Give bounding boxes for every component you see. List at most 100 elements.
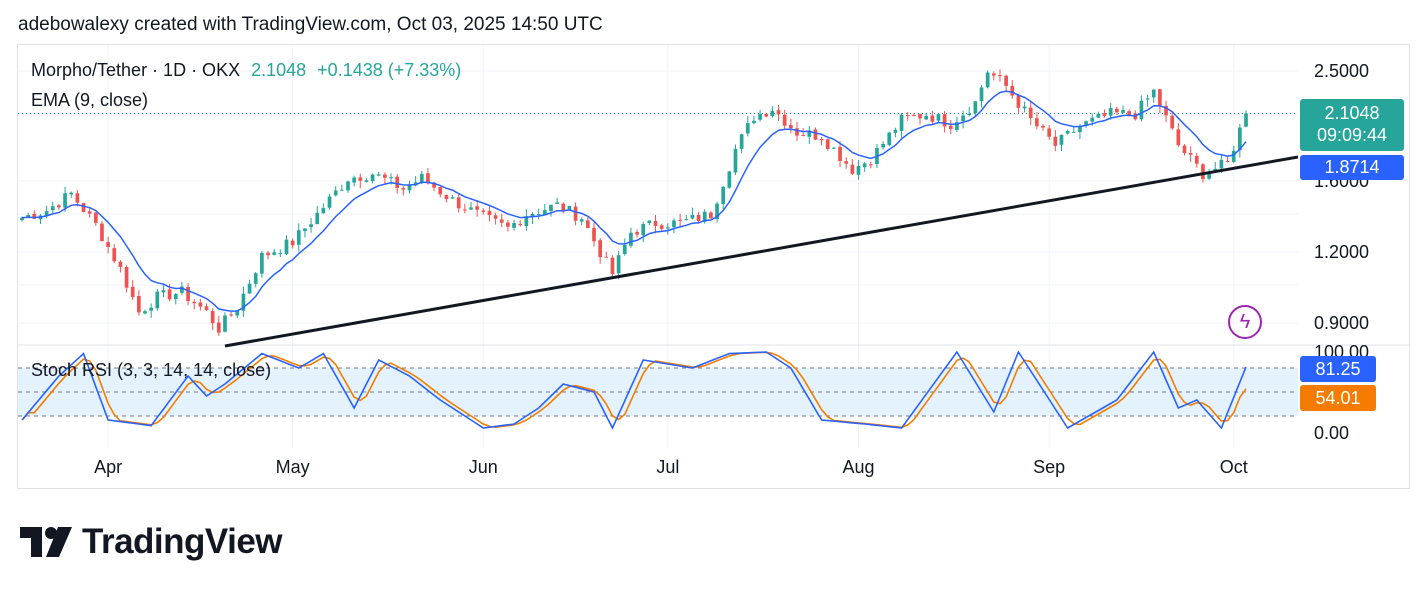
candle-body: [44, 211, 49, 217]
tradingview-logo[interactable]: TradingView: [20, 522, 283, 562]
candle-body: [303, 228, 307, 232]
candle-body: [143, 311, 147, 314]
candle-body: [684, 219, 689, 221]
candle-body: [493, 215, 498, 219]
candle-body: [1022, 106, 1027, 109]
stoch-d-tag: 54.01: [1300, 385, 1376, 411]
candle-body: [838, 146, 842, 162]
symbol-legend: Morpho/Tether · 1D · OKX 2.1048 +0.1438 …: [31, 60, 461, 81]
y-tick-label: 1.2000: [1314, 242, 1369, 262]
candle-body: [309, 224, 313, 228]
candle-body: [1047, 128, 1052, 137]
candle-body: [862, 163, 867, 168]
candle-body: [395, 176, 400, 188]
candle-body: [1219, 159, 1224, 169]
candle-body: [819, 138, 824, 141]
candle-body: [278, 252, 283, 254]
candle-body: [709, 212, 713, 219]
candle-body: [149, 307, 154, 311]
candle-body: [112, 248, 117, 262]
candle-body: [20, 217, 24, 221]
candle-body: [1010, 85, 1015, 96]
candle-body: [1238, 127, 1242, 151]
candle-body: [1164, 105, 1168, 116]
candle-body: [536, 214, 541, 216]
candle-body: [770, 110, 775, 117]
candle-body: [241, 293, 246, 311]
candle-body: [647, 220, 652, 223]
candle-body: [1028, 107, 1033, 118]
candle-body: [542, 210, 547, 215]
candle-body: [1096, 113, 1101, 118]
candle-body: [358, 177, 363, 181]
candle-body: [75, 193, 80, 203]
candle-body: [1182, 145, 1187, 154]
candle-body: [1207, 172, 1211, 179]
x-tick-label: Jul: [656, 457, 679, 477]
last-price: 2.1048: [251, 60, 307, 80]
candle-body: [616, 255, 621, 274]
x-tick-label: Sep: [1033, 457, 1065, 477]
candle-body: [659, 225, 664, 229]
candle-body: [419, 173, 424, 183]
candle-body: [1035, 118, 1039, 127]
candle-body: [69, 192, 74, 195]
candle-body: [1170, 115, 1175, 129]
x-tick-label: Aug: [842, 457, 874, 477]
candle-body: [321, 208, 326, 214]
candle-body: [1139, 100, 1144, 120]
candle-body: [967, 113, 972, 116]
candle-body: [561, 203, 566, 212]
candle-body: [690, 214, 695, 219]
candle-body: [567, 205, 572, 211]
candle-body: [752, 120, 756, 124]
x-tick-label: May: [276, 457, 310, 477]
candle-body: [1053, 136, 1058, 146]
candle-body: [788, 125, 793, 129]
y-tick-label: 0.9000: [1314, 313, 1369, 333]
candle-body: [161, 290, 166, 293]
candle-body: [1016, 95, 1021, 108]
candle-body: [795, 128, 799, 136]
candle-body: [758, 113, 762, 120]
candle-body: [610, 257, 615, 275]
candle-body: [284, 239, 289, 255]
candle-body: [942, 114, 947, 127]
candle-body: [87, 211, 92, 214]
candle-body: [696, 214, 701, 221]
price-change: +0.1438 (+7.33%): [317, 60, 462, 80]
candle-body: [573, 206, 578, 221]
candle-body: [825, 139, 830, 149]
candle-body: [733, 148, 738, 173]
candle-body: [272, 252, 277, 255]
candle-body: [229, 314, 233, 316]
candle-body: [57, 205, 61, 208]
candle-body: [1102, 113, 1107, 116]
candle-body: [801, 135, 805, 137]
candle-body: [1127, 111, 1131, 115]
candle-body: [327, 196, 332, 208]
candle-body: [499, 219, 504, 223]
candle-body: [955, 122, 959, 130]
candle-body: [173, 294, 178, 300]
candle-body: [389, 177, 393, 179]
candle-body: [260, 252, 264, 274]
candle-body: [1078, 126, 1082, 132]
candle-body: [948, 125, 953, 129]
candle-body: [721, 186, 726, 205]
candle-body: [727, 171, 732, 188]
candle-body: [665, 227, 670, 229]
candle-body: [598, 240, 603, 258]
candle-body: [807, 130, 812, 137]
candle-body: [1065, 130, 1070, 134]
candle-body: [776, 110, 781, 115]
ema-legend: EMA (9, close): [31, 90, 149, 110]
candle-body: [881, 143, 885, 148]
lightning-icon[interactable]: ϟ: [1228, 305, 1262, 339]
stoch-d-line: [21, 351, 1247, 429]
candle-body: [1121, 109, 1125, 113]
candle-body: [1084, 121, 1088, 126]
candle-body: [167, 289, 172, 300]
candle-body: [782, 114, 787, 126]
